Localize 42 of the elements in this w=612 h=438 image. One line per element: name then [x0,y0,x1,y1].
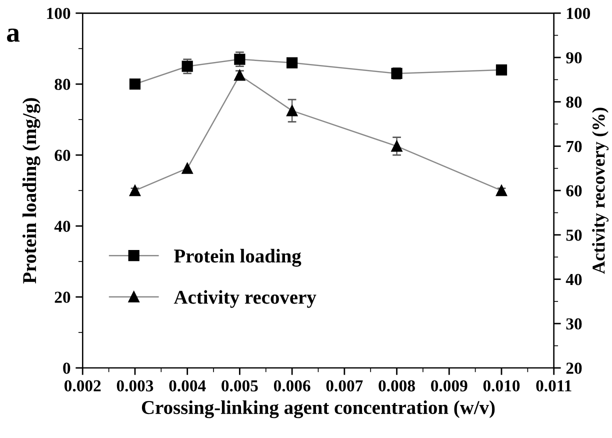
y2-tick-label: 20 [566,362,582,374]
y2-tick-label: 30 [566,318,582,330]
y-tick-label: 20 [54,292,70,303]
x-tick-label: 0.011 [536,380,572,392]
point [286,105,298,116]
x-tick-label: 0.008 [378,380,415,392]
point [234,70,246,81]
x-tick-label: 0.007 [326,380,363,392]
y2-tick-label: 50 [566,230,582,241]
x-tick-label: 0.002 [64,380,101,392]
x-tick-label: 0.005 [222,380,258,392]
point [496,64,508,76]
point [234,54,246,65]
x-tick-label: 0.003 [116,380,154,392]
text: a [7,28,20,42]
x-tick-label: 0.009 [431,380,468,392]
point [182,60,193,72]
y2-tick-label: 70 [566,140,582,152]
y-tick-label: 100 [47,8,70,20]
point [182,162,193,174]
point [496,184,508,196]
y2-axis-title: Activity recovery (%) [592,108,608,274]
y-axis-title: Protein loading (mg/g) [22,98,40,284]
point [286,57,298,68]
x-axis-title: Crossing-linking agent concentration (w/v) [142,400,495,418]
y2-tick-label: 60 [566,185,582,196]
y-tick-label: 40 [54,220,70,232]
y-tick-label: 60 [54,150,70,161]
legend-label: Protein loading [174,248,302,267]
legend-label: Activity recovery [174,290,316,308]
y2-tick-label: 100 [567,8,590,20]
x-tick-label: 0.004 [169,380,206,392]
y-tick-label: 80 [54,78,70,90]
y2-tick-label: 80 [566,96,582,108]
point [129,78,141,90]
point [391,140,402,152]
y2-tick-label: 40 [566,274,582,286]
point [129,184,141,196]
y-tick-label: 0 [63,362,70,374]
x-tick-label: 0.010 [483,380,520,392]
x-tick-label: 0.006 [274,380,310,392]
y2-tick-label: 90 [566,52,582,64]
